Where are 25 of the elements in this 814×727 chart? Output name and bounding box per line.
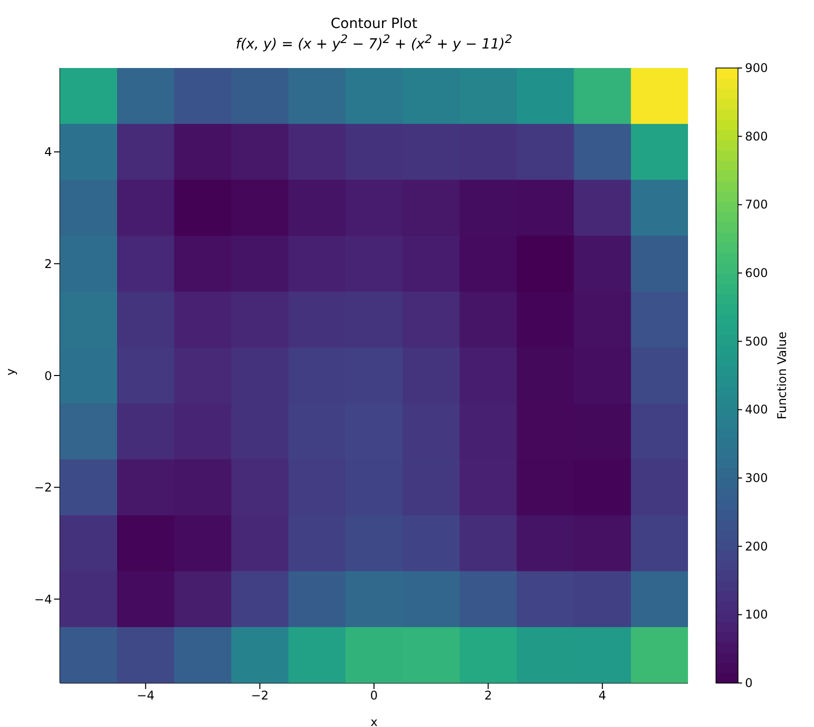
x-axis-title: x [370, 715, 378, 727]
color-bar-label: 900 [745, 61, 768, 75]
x-tick-label: 0 [370, 688, 378, 703]
y-tick-label: −4 [34, 592, 52, 606]
chart-subtitle: f(x, y) = (x + y$^{2}$ − 7)$^{2}$ + (x$^{2}$ + y − 11)$^{2}$ [234, 32, 514, 53]
x-tick-label: −4 [136, 688, 154, 703]
color-bar-title: Function Value [775, 332, 789, 420]
x-tick-label: −2 [250, 688, 269, 703]
color-bar-label: 0 [745, 676, 753, 690]
y-tick-label: 4 [44, 145, 52, 160]
y-axis-title: y [3, 368, 18, 376]
y-tick-label: −2 [34, 480, 52, 495]
color-bar-label: 700 [745, 198, 768, 212]
x-tick-label: 2 [484, 688, 492, 703]
x-tick-label: 4 [598, 688, 606, 703]
chart-title: Contour Plot [330, 16, 418, 32]
color-bar-label: 600 [745, 266, 768, 280]
color-bar-label: 800 [745, 129, 768, 144]
color-bar-label: 500 [745, 334, 768, 348]
y-tick-label: 2 [44, 256, 52, 271]
color-bar-label: 300 [745, 471, 768, 485]
color-bar-label: 200 [745, 539, 768, 554]
y-tick-label: 0 [44, 368, 52, 383]
color-bar-label: 100 [745, 608, 768, 622]
color-bar-label: 400 [745, 402, 768, 417]
